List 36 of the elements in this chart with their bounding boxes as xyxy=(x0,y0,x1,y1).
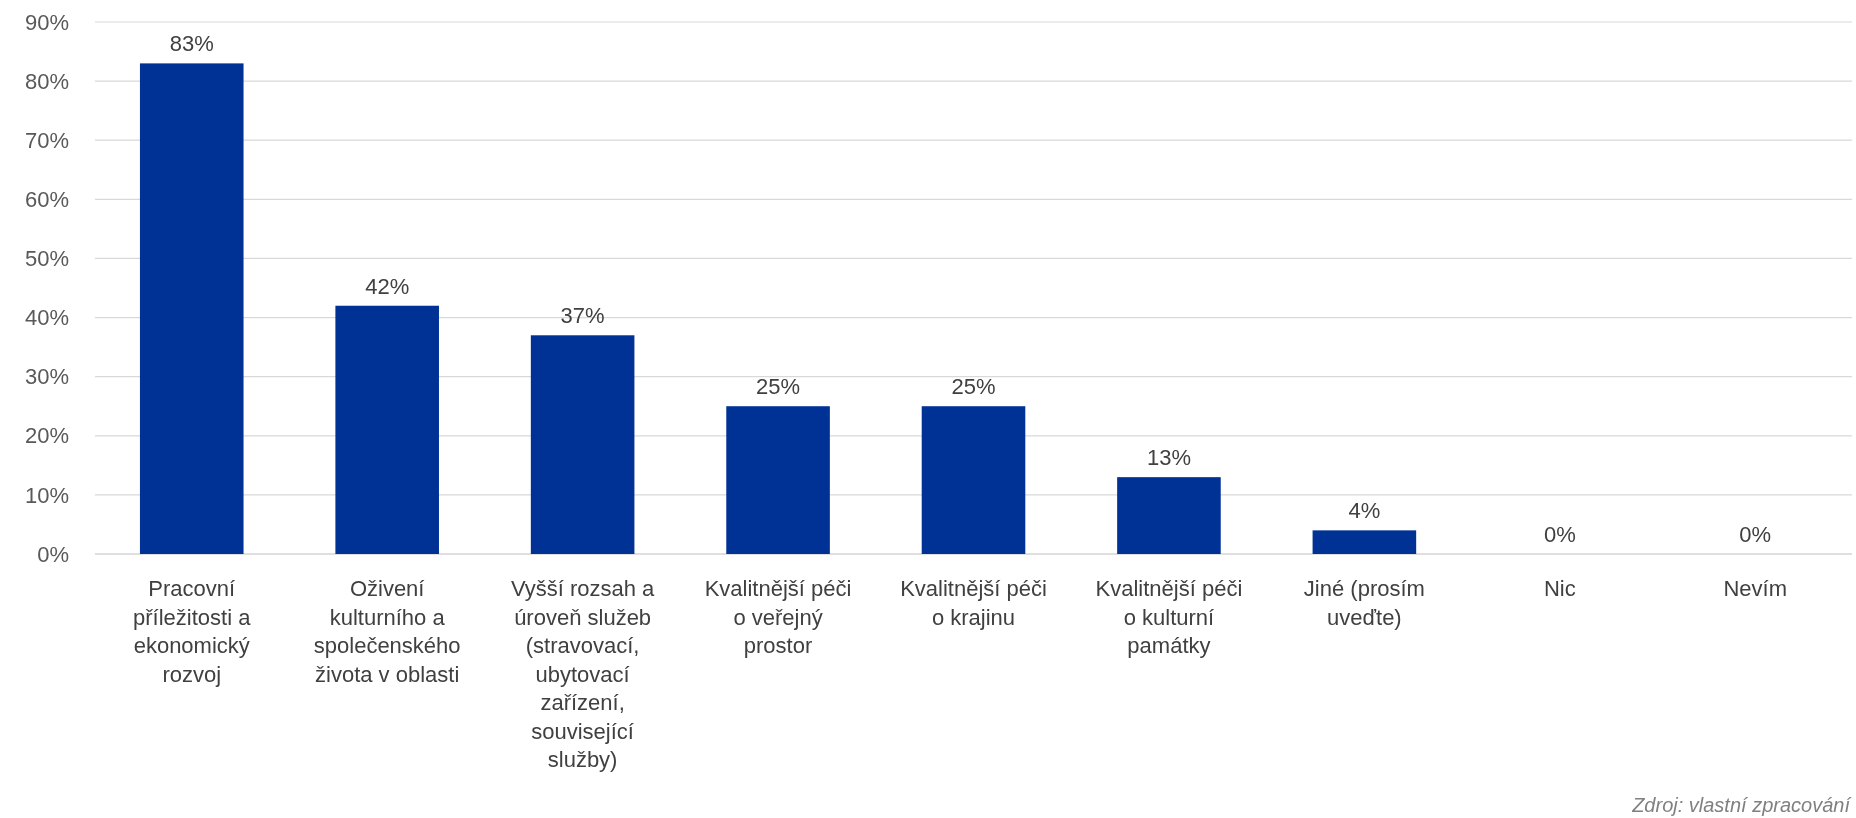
bar xyxy=(335,305,439,554)
data-label: 4% xyxy=(1348,498,1381,524)
bar xyxy=(530,335,635,554)
data-label: 37% xyxy=(560,303,605,329)
y-tick-label: 90% xyxy=(24,9,69,35)
data-label: 42% xyxy=(365,273,410,299)
y-tick-label: 0% xyxy=(37,541,69,567)
data-label: 25% xyxy=(756,374,801,400)
data-label: 0% xyxy=(1543,522,1576,547)
bar xyxy=(1312,530,1417,554)
x-tick-label: Pracovní příležitosti a ekonomický rozvoj xyxy=(133,576,252,687)
x-tick-label: Kvalitnější péči o krajinu xyxy=(900,576,1047,630)
text: Zdroj: vlastní zpracování xyxy=(1631,794,1853,816)
y-tick-label: 70% xyxy=(24,127,69,153)
y-tick-label: 10% xyxy=(24,482,69,508)
data-label: 25% xyxy=(951,374,996,400)
x-tick-label: Oživení kulturního a společenského života v oblasti xyxy=(313,576,461,687)
y-tick-label: 30% xyxy=(24,364,69,390)
y-tick-label: 80% xyxy=(24,68,69,94)
y-tick-label: 60% xyxy=(24,187,69,213)
bar xyxy=(726,406,830,554)
bar xyxy=(1117,477,1221,554)
data-label: 83% xyxy=(169,31,214,57)
x-tick-label: Nevím xyxy=(1723,576,1788,601)
x-tick-label: Kvalitnější péči o veřejný prostor xyxy=(704,576,852,658)
x-tick-label: Nic xyxy=(1543,576,1576,601)
bar xyxy=(921,406,1026,554)
x-tick-label: Jiné (prosím uveďte) xyxy=(1303,576,1425,630)
x-tick-label: Kvalitnější péči o kulturní památky xyxy=(1095,576,1243,658)
data-label: 0% xyxy=(1739,522,1772,547)
y-tick-label: 40% xyxy=(24,305,69,331)
bar xyxy=(139,63,244,554)
x-tick-label: Vyšší rozsah a úroveň služeb (stravovací, ubytovací zařízení, související služby) xyxy=(510,576,656,772)
data-label: 13% xyxy=(1146,445,1191,471)
y-tick-label: 50% xyxy=(24,246,69,272)
y-tick-label: 20% xyxy=(24,423,69,449)
